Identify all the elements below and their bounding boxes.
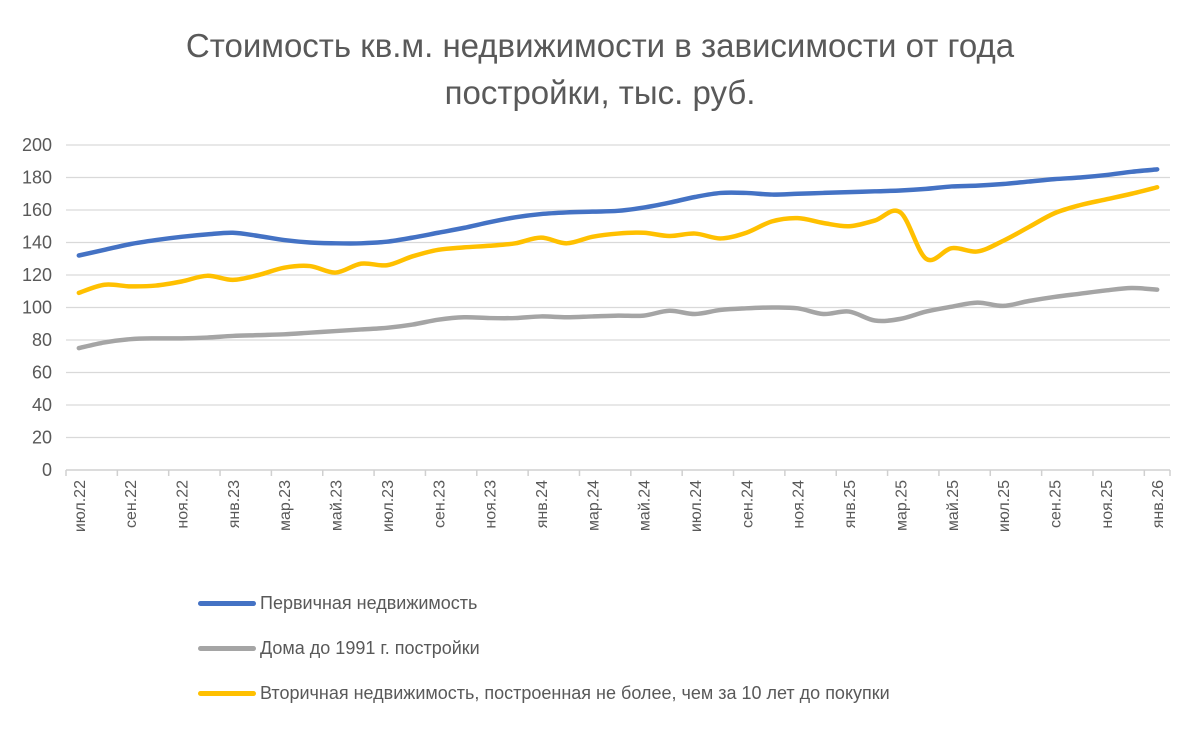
x-axis-labels: июл.22 сен.22 ноя.22 янв.23 мар.23 май.23 июл.…: [72, 480, 1167, 532]
x-tick-label: янв.23: [226, 480, 243, 528]
y-tick-label: 40: [32, 395, 52, 415]
x-tick-label: май.23: [329, 480, 346, 531]
y-axis-labels: 0 20 40 60 80 100 120 140 160 180 200: [22, 135, 52, 480]
legend-item-secondary: Вторичная недвижимость, построенная не б…: [198, 682, 890, 705]
x-tick-label: янв.26: [1150, 480, 1167, 528]
legend-item-pre1991: Дома до 1991 г. постройки: [198, 637, 890, 660]
x-tick-label: мар.23: [277, 480, 294, 531]
x-tick-label: янв.25: [842, 480, 859, 528]
x-tick-label: сен.23: [431, 480, 448, 528]
x-tick-label: сен.22: [123, 480, 140, 528]
x-tick-label: июл.25: [996, 480, 1013, 532]
x-tick-label: мар.25: [893, 480, 910, 531]
x-tick-label: мар.24: [585, 480, 602, 531]
y-tick-label: 20: [32, 428, 52, 448]
series-line-0: [76, 167, 1160, 258]
x-tick-label: июл.24: [688, 480, 705, 532]
legend-label-pre1991: Дома до 1991 г. постройки: [260, 638, 480, 658]
x-axis: [65, 469, 1171, 476]
series-line-2: [76, 185, 1160, 296]
legend-line-marker-blue-icon: [198, 601, 256, 606]
y-tick-label: 120: [22, 265, 52, 285]
legend: Первичная недвижимость Дома до 1991 г. п…: [198, 592, 890, 705]
x-tick-label: май.24: [637, 480, 654, 531]
legend-label-primary: Первичная недвижимость: [260, 593, 478, 613]
chart-title-line1: Стоимость кв.м. недвижимости в зависимос…: [185, 27, 1015, 64]
legend-item-primary: Первичная недвижимость: [198, 592, 890, 615]
x-tick-label: янв.24: [534, 480, 551, 528]
legend-label-secondary: Вторичная недвижимость, построенная не б…: [260, 683, 890, 703]
chart-title: Стоимость кв.м. недвижимости в зависимос…: [0, 22, 1200, 116]
x-tick-label: ноя.24: [791, 480, 808, 529]
y-tick-label: 180: [22, 168, 52, 188]
y-tick-label: 80: [32, 330, 52, 350]
y-tick-label: 0: [42, 460, 52, 480]
chart-title-line2: постройки, тыс. руб.: [444, 74, 756, 111]
x-tick-label: сен.24: [739, 480, 756, 528]
y-tick-label: 160: [22, 200, 52, 220]
x-tick-label: ноя.22: [175, 480, 192, 529]
x-tick-label: июл.23: [380, 480, 397, 532]
y-tick-label: 200: [22, 135, 52, 155]
legend-line-marker-gray-icon: [198, 646, 256, 651]
gridlines: [66, 144, 1170, 439]
y-tick-label: 140: [22, 233, 52, 253]
legend-line-marker-yellow-icon: [198, 691, 256, 696]
x-tick-label: ноя.25: [1099, 480, 1116, 529]
x-tick-label: май.25: [945, 480, 962, 531]
y-tick-label: 100: [22, 298, 52, 318]
series-line-1: [76, 285, 1160, 351]
x-tick-label: сен.25: [1047, 480, 1064, 528]
x-tick-label: июл.22: [72, 480, 89, 532]
y-tick-label: 60: [32, 363, 52, 383]
x-tick-label: ноя.23: [483, 480, 500, 529]
